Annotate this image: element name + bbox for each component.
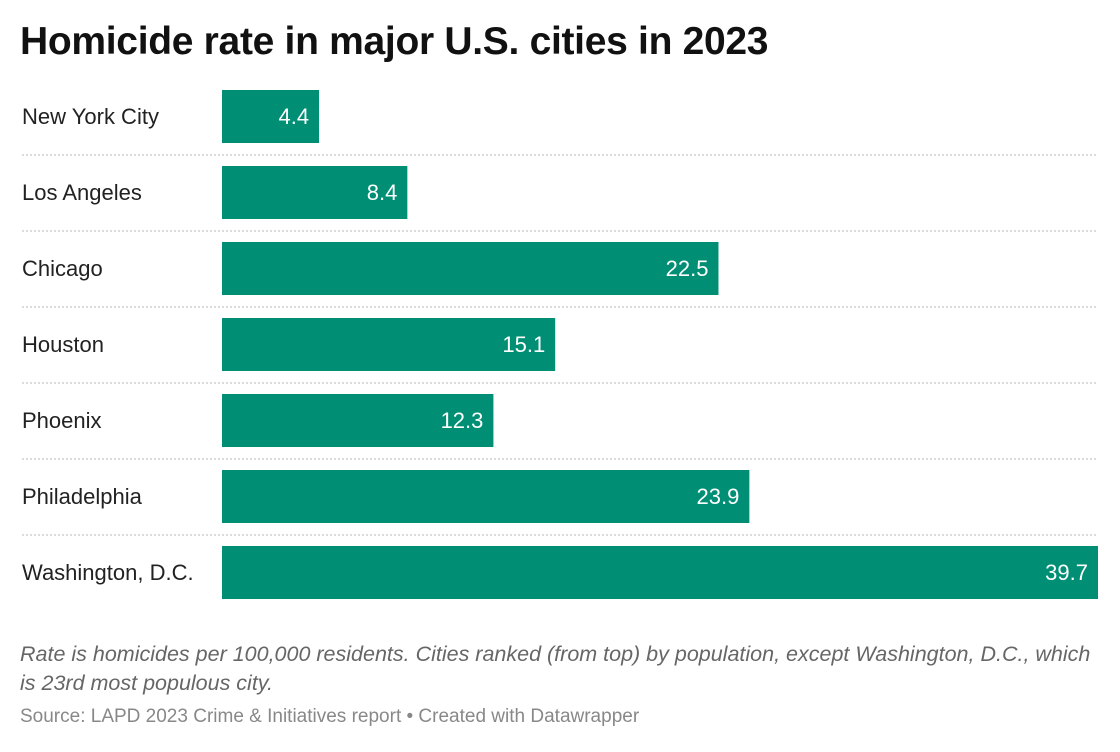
chart-source: Source: LAPD 2023 Crime & Initiatives re… — [20, 706, 640, 727]
value-label: 12.3 — [441, 408, 484, 433]
value-label: 39.7 — [1045, 560, 1088, 585]
category-label: Chicago — [22, 256, 103, 281]
bar — [222, 546, 1098, 599]
chart-title: Homicide rate in major U.S. cities in 20… — [20, 20, 769, 63]
value-label: 4.4 — [278, 104, 309, 129]
chart-notes: Rate is homicides per 100,000 residents.… — [20, 642, 1091, 695]
value-label: 15.1 — [502, 332, 545, 357]
category-label: Washington, D.C. — [22, 560, 194, 585]
bar — [222, 470, 750, 523]
bar — [222, 318, 556, 371]
value-label: 22.5 — [666, 256, 709, 281]
category-label: New York City — [22, 104, 159, 129]
category-label: Los Angeles — [22, 180, 142, 205]
bar — [222, 394, 494, 447]
bar — [222, 90, 320, 143]
category-label: Phoenix — [22, 408, 102, 433]
value-label: 8.4 — [367, 180, 398, 205]
category-label: Philadelphia — [22, 484, 143, 509]
bar — [222, 242, 719, 295]
category-label: Houston — [22, 332, 104, 357]
value-label: 23.9 — [697, 484, 740, 509]
bar — [222, 166, 408, 219]
